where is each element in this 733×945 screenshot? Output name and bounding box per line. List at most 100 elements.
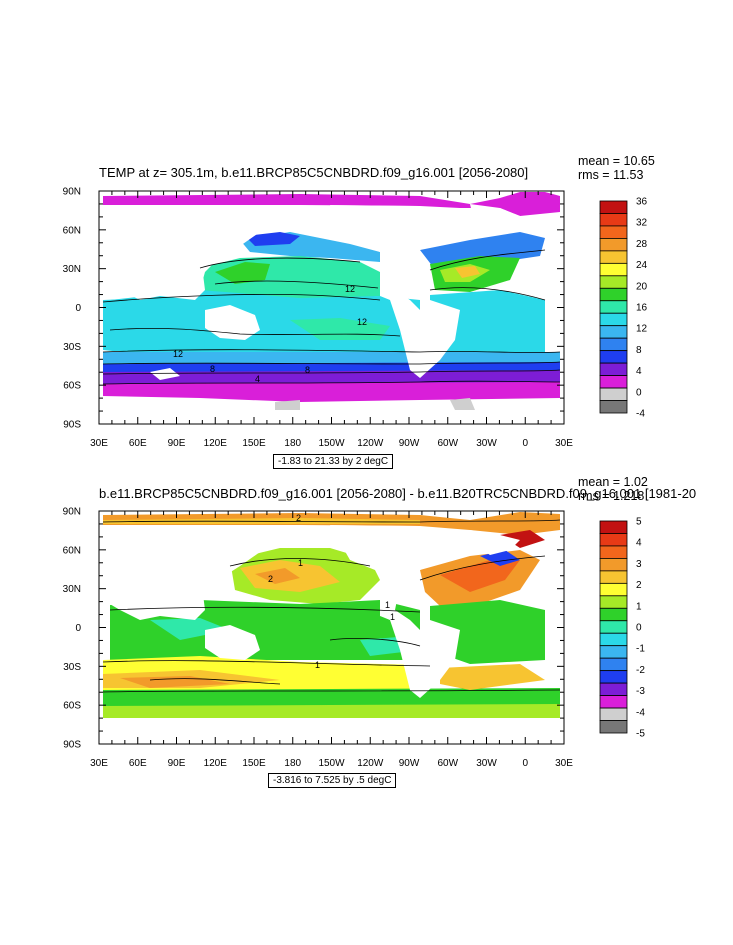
panel1-contour-label: 8: [210, 364, 215, 374]
x-tick-label: 30W: [476, 438, 497, 449]
y-tick-label: 90N: [63, 507, 81, 518]
colorbar-swatch: [599, 400, 628, 414]
x-tick-label: 90E: [168, 758, 186, 769]
colorbar-swatch: [599, 607, 628, 622]
colorbar-label: 28: [636, 239, 648, 250]
colorbar-swatch: [599, 645, 628, 659]
colorbar-swatch: [599, 545, 628, 559]
panel2-contour-label: 1: [298, 558, 303, 568]
panel2-title: b.e11.BRCP85C5CNBDRD.f09_g16.001 [2056-2…: [99, 486, 697, 501]
colorbar-label: -3: [636, 686, 645, 697]
y-tick-label: 30N: [63, 584, 81, 595]
panel1-mean: mean = 10.65: [578, 154, 655, 168]
x-tick-label: 90W: [399, 758, 420, 769]
panel2-rms: rms = 1.218: [578, 489, 645, 503]
colorbar-label: 8: [636, 345, 642, 356]
colorbar-swatch: [599, 670, 628, 684]
colorbar-label: -4: [636, 707, 645, 718]
colorbar-label: 4: [636, 366, 642, 377]
colorbar-label: 2: [636, 580, 642, 591]
panel1-contour-label: 12: [173, 349, 183, 359]
x-tick-label: 60W: [437, 438, 458, 449]
panel1-field: [99, 191, 564, 424]
colorbar-label: 36: [636, 197, 648, 208]
panel1-contour-info: -1.83 to 21.33 by 2 degC: [273, 454, 394, 469]
x-tick-label: 60E: [129, 438, 147, 449]
x-tick-label: 90W: [399, 438, 420, 449]
colorbar-swatch: [599, 275, 628, 289]
colorbar-label: -1: [636, 644, 645, 655]
colorbar-label: 20: [636, 281, 648, 292]
x-tick-label: 30W: [476, 758, 497, 769]
panel1-contour-label: 4: [255, 374, 260, 384]
x-tick-label: 150E: [242, 438, 266, 449]
panel2-contour-label: 2: [296, 513, 301, 523]
colorbar-swatch: [599, 558, 628, 572]
colorbar-swatch: [599, 387, 628, 401]
x-tick-label: 90E: [168, 438, 186, 449]
colorbar-label: 12: [636, 324, 648, 335]
colorbar-swatch: [599, 362, 628, 376]
x-tick-label: 150W: [318, 438, 345, 449]
colorbar-swatch: [599, 213, 628, 227]
colorbar-swatch: [599, 225, 628, 239]
colorbar-swatch: [599, 300, 628, 314]
colorbar-swatch: [599, 287, 628, 302]
y-tick-label: 60N: [63, 545, 81, 556]
colorbar-swatch: [599, 250, 628, 264]
colorbar-swatch: [599, 262, 628, 277]
panel2-contour-label: 1: [315, 660, 320, 670]
x-tick-label: 120W: [357, 758, 384, 769]
colorbar-label: 16: [636, 303, 648, 314]
colorbar-label: 0: [636, 623, 642, 634]
colorbar-swatch: [599, 707, 628, 721]
colorbar-swatch: [599, 350, 628, 364]
y-tick-label: 60S: [63, 701, 81, 712]
panel2-axes: 30E 60E 90E 120E 150E 180 150W 120W 90W 60W 30W 0 30…: [63, 507, 574, 770]
x-tick-label: 180: [284, 438, 301, 449]
colorbar-swatch: [599, 570, 628, 584]
colorbar-label: 0: [636, 387, 642, 398]
y-tick-label: 90S: [63, 740, 81, 751]
colorbar-label: 32: [636, 218, 648, 229]
colorbar-swatch: [599, 682, 628, 696]
colorbar-label: 24: [636, 260, 648, 271]
x-tick-label: 150W: [318, 758, 345, 769]
x-tick-label: 150E: [242, 758, 266, 769]
panel1-contours: [102, 249, 561, 385]
panel2-contours: [102, 519, 561, 693]
y-tick-label: 60S: [63, 381, 81, 392]
y-tick-label: 60N: [63, 225, 81, 236]
panel1-rms: rms = 11.53: [578, 168, 644, 182]
panel2-contour-label: 2: [268, 574, 273, 584]
panel2-contour-labels: 2 2 1 1 1 1: [268, 513, 395, 670]
panel1-contour-label: 8: [305, 365, 310, 375]
colorbar-swatch: [599, 325, 628, 339]
colorbar-swatch: [599, 520, 628, 534]
panel1-contour-labels: 12 12 12 8 8 4: [173, 284, 367, 384]
colorbar-swatch: [599, 375, 628, 389]
colorbar-label: 1: [636, 601, 642, 612]
panel2-contour-info: -3.816 to 7.525 by .5 degC: [268, 773, 397, 788]
x-tick-label: 30E: [555, 438, 573, 449]
x-tick-label: 60E: [129, 758, 147, 769]
y-tick-label: 90N: [63, 187, 81, 198]
colorbar-swatch: [599, 337, 628, 352]
colorbar-swatch: [599, 620, 628, 634]
colorbar-swatch: [599, 595, 628, 609]
panel1-contour-label: 12: [345, 284, 355, 294]
panel2-contour-label: 1: [390, 612, 395, 622]
colorbar-swatch: [599, 582, 628, 597]
panel1-axes: 30E 60E 90E 120E 150E 180 150W 120W 90W 60W 30W 0 30…: [63, 187, 574, 450]
colorbar-swatch: [599, 657, 628, 672]
x-tick-label: 30E: [555, 758, 573, 769]
panel2-colorbar: 5 4 3 2 1 0 -1 -2 -3 -4 -5: [599, 517, 645, 740]
colorbar-swatch: [599, 720, 628, 734]
x-tick-label: 0: [522, 438, 528, 449]
x-tick-label: 30E: [90, 758, 108, 769]
colorbar-label: -4: [636, 409, 645, 420]
x-tick-label: 60W: [437, 758, 458, 769]
y-tick-label: 0: [75, 623, 81, 634]
x-tick-label: 120W: [357, 438, 384, 449]
